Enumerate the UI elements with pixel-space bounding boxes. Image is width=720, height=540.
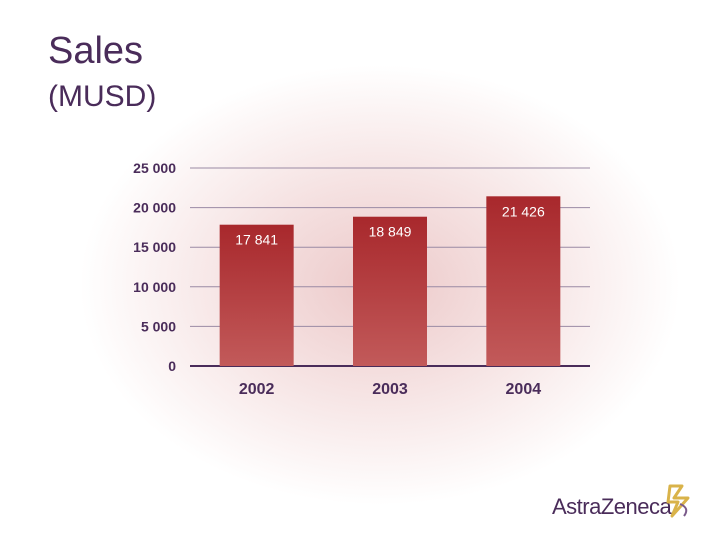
- y-tick-label: 0: [168, 358, 176, 374]
- bars: 17 841 18 849 21 426: [219, 196, 561, 366]
- astrazeneca-logo-text: AstraZeneca: [552, 494, 672, 519]
- x-tick-label: 2002: [239, 381, 275, 398]
- y-tick-label: 10 000: [133, 279, 176, 295]
- y-tick-label: 25 000: [133, 160, 176, 176]
- bar-2002: [219, 224, 294, 366]
- x-tick-label: 2003: [372, 381, 408, 398]
- x-axis-labels: 2002 2003 2004: [239, 381, 541, 398]
- x-tick-label: 2004: [506, 381, 542, 398]
- y-tick-label: 5 000: [141, 318, 176, 334]
- data-label-2002: 17 841: [235, 232, 278, 248]
- bar-2004: [486, 196, 561, 366]
- data-label-2004: 21 426: [502, 203, 545, 219]
- slide-title: Sales: [48, 30, 144, 72]
- data-label-2003: 18 849: [369, 224, 412, 240]
- y-tick-label: 15 000: [133, 239, 176, 255]
- y-tick-label: 20 000: [133, 200, 176, 216]
- astrazeneca-logo-icon: [666, 484, 690, 518]
- slide-subtitle: (MUSD): [48, 80, 157, 113]
- bar-2003: [353, 216, 427, 366]
- y-axis-ticks: 0 5 000 10 000 15 000 20 000 25 000: [133, 160, 176, 374]
